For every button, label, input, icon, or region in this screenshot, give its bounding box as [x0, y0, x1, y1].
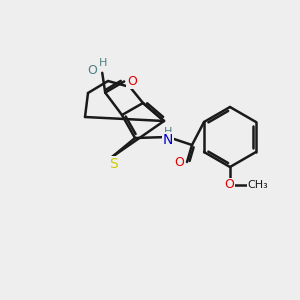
Text: N: N [163, 133, 173, 147]
Text: O: O [87, 64, 97, 77]
Text: H: H [164, 127, 172, 137]
Text: H: H [99, 58, 107, 68]
Text: O: O [224, 178, 234, 191]
Text: O: O [174, 157, 184, 169]
Text: CH₃: CH₃ [248, 180, 268, 190]
Text: O: O [127, 75, 137, 88]
Text: S: S [109, 157, 117, 171]
